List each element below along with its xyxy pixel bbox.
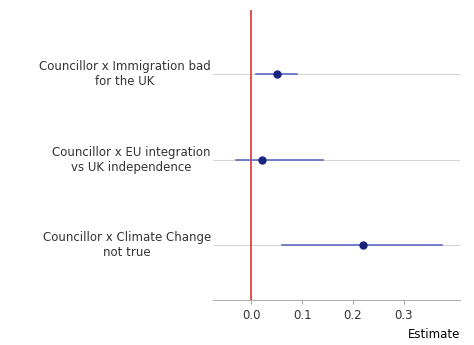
Text: Councillor x Climate Change
not true: Councillor x Climate Change not true (43, 231, 211, 259)
Text: Councillor x Immigration bad
for the UK: Councillor x Immigration bad for the UK (39, 60, 211, 88)
Text: Councillor x EU integration
vs UK independence: Councillor x EU integration vs UK indepe… (52, 146, 211, 174)
X-axis label: Estimate: Estimate (408, 328, 460, 341)
